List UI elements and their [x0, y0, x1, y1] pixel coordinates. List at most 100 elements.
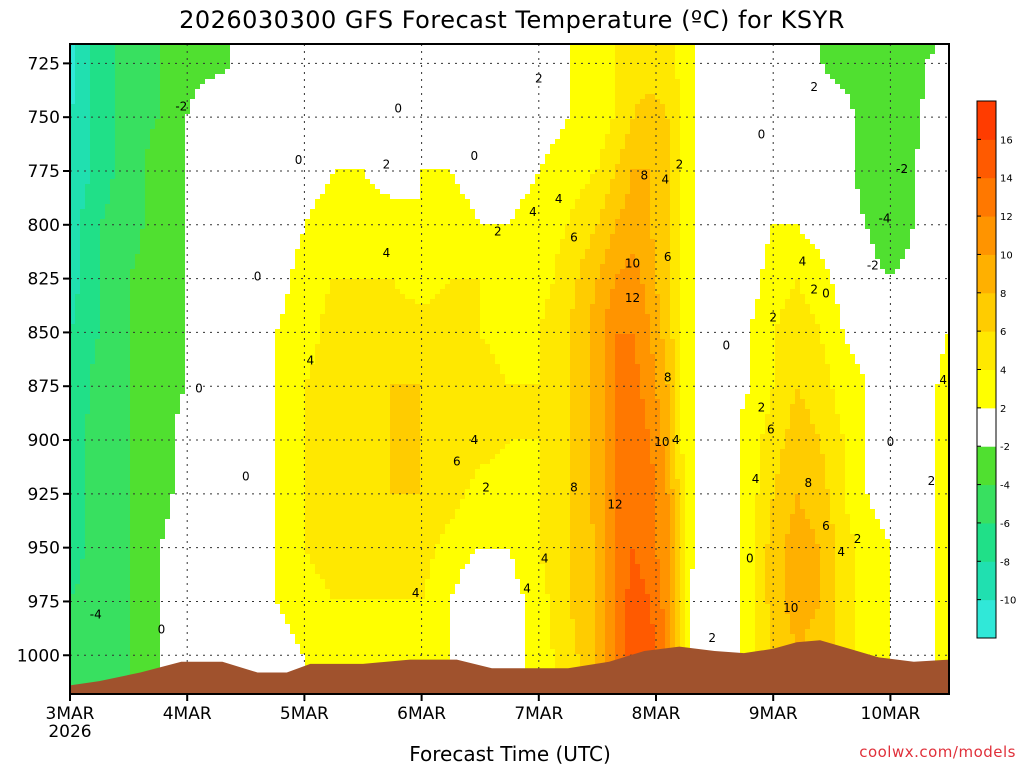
temperature-cell	[755, 124, 761, 130]
temperature-cell	[540, 169, 546, 175]
temperature-cell	[595, 174, 601, 180]
temperature-cell	[145, 64, 151, 70]
temperature-cell	[525, 174, 531, 180]
temperature-cell	[335, 54, 341, 60]
temperature-cell	[370, 64, 376, 70]
temperature-cell	[275, 49, 281, 55]
temperature-cell	[110, 44, 116, 50]
temperature-cell	[540, 164, 546, 170]
temperature-cell	[715, 74, 721, 80]
temperature-cell	[310, 144, 316, 150]
temperature-cell	[820, 169, 826, 175]
temperature-cell	[180, 169, 186, 175]
temperature-cell	[470, 154, 476, 160]
temperature-cell	[135, 54, 141, 60]
temperature-cell	[930, 64, 936, 70]
temperature-cell	[710, 64, 716, 70]
temperature-cell	[90, 124, 96, 130]
temperature-cell	[430, 174, 436, 180]
temperature-cell	[700, 179, 706, 185]
temperature-cell	[515, 114, 521, 120]
temperature-cell	[240, 159, 246, 165]
temperature-cell	[565, 59, 571, 65]
temperature-cell	[415, 134, 421, 140]
temperature-cell	[105, 109, 111, 115]
temperature-cell	[860, 64, 866, 70]
temperature-cell	[380, 159, 386, 165]
temperature-cell	[390, 49, 396, 55]
temperature-cell	[700, 149, 706, 155]
temperature-cell	[245, 164, 251, 170]
temperature-cell	[625, 69, 631, 75]
temperature-cell	[90, 159, 96, 165]
temperature-cell	[645, 49, 651, 55]
temperature-cell	[480, 159, 486, 165]
temperature-cell	[515, 64, 521, 70]
temperature-cell	[695, 164, 701, 170]
temperature-cell	[100, 84, 106, 90]
temperature-cell	[100, 94, 106, 100]
temperature-cell	[135, 159, 141, 165]
temperature-cell	[845, 119, 851, 125]
temperature-cell	[540, 154, 546, 160]
temperature-cell	[85, 69, 91, 75]
temperature-cell	[765, 124, 771, 130]
temperature-cell	[80, 89, 86, 95]
temperature-cell	[295, 89, 301, 95]
temperature-cell	[425, 149, 431, 155]
temperature-cell	[730, 119, 736, 125]
temperature-cell	[945, 54, 949, 60]
temperature-cell	[875, 114, 881, 120]
temperature-cell	[95, 174, 101, 180]
temperature-cell	[810, 149, 816, 155]
temperature-cell	[430, 164, 436, 170]
temperature-cell	[555, 139, 561, 145]
temperature-cell	[180, 74, 186, 80]
temperature-cell	[315, 79, 321, 85]
temperature-cell	[925, 94, 931, 100]
temperature-cell	[515, 159, 521, 165]
temperature-cell	[605, 44, 611, 50]
temperature-cell	[565, 174, 571, 180]
temperature-cell	[335, 59, 341, 65]
temperature-cell	[90, 154, 96, 160]
temperature-cell	[90, 79, 96, 85]
temperature-cell	[485, 139, 491, 145]
temperature-cell	[840, 169, 846, 175]
temperature-cell	[945, 94, 949, 100]
temperature-cell	[780, 139, 786, 145]
temperature-cell	[720, 64, 726, 70]
temperature-cell	[815, 119, 821, 125]
temperature-cell	[390, 164, 396, 170]
temperature-cell	[235, 139, 241, 145]
temperature-cell	[705, 49, 711, 55]
temperature-cell	[380, 154, 386, 160]
temperature-cell	[185, 94, 191, 100]
temperature-cell	[675, 144, 681, 150]
temperature-cell	[835, 159, 841, 165]
temperature-cell	[700, 99, 706, 105]
temperature-cell	[320, 59, 326, 65]
temperature-cell	[775, 119, 781, 125]
temperature-cell	[190, 79, 196, 85]
temperature-cell	[870, 114, 876, 120]
temperature-cell	[220, 89, 226, 95]
temperature-cell	[335, 184, 341, 190]
temperature-cell	[390, 74, 396, 80]
temperature-cell	[620, 174, 626, 180]
temperature-cell	[520, 109, 526, 115]
temperature-cell	[930, 44, 936, 50]
temperature-cell	[570, 99, 576, 105]
temperature-cell	[735, 139, 741, 145]
temperature-cell	[495, 174, 501, 180]
temperature-cell	[930, 119, 936, 125]
temperature-cell	[400, 174, 406, 180]
temperature-cell	[270, 114, 276, 120]
temperature-cell	[925, 104, 931, 110]
temperature-cell	[845, 84, 851, 90]
temperature-cell	[930, 89, 936, 95]
temperature-cell	[835, 94, 841, 100]
temperature-cell	[210, 99, 216, 105]
temperature-cell	[790, 84, 796, 90]
temperature-cell	[165, 74, 171, 80]
